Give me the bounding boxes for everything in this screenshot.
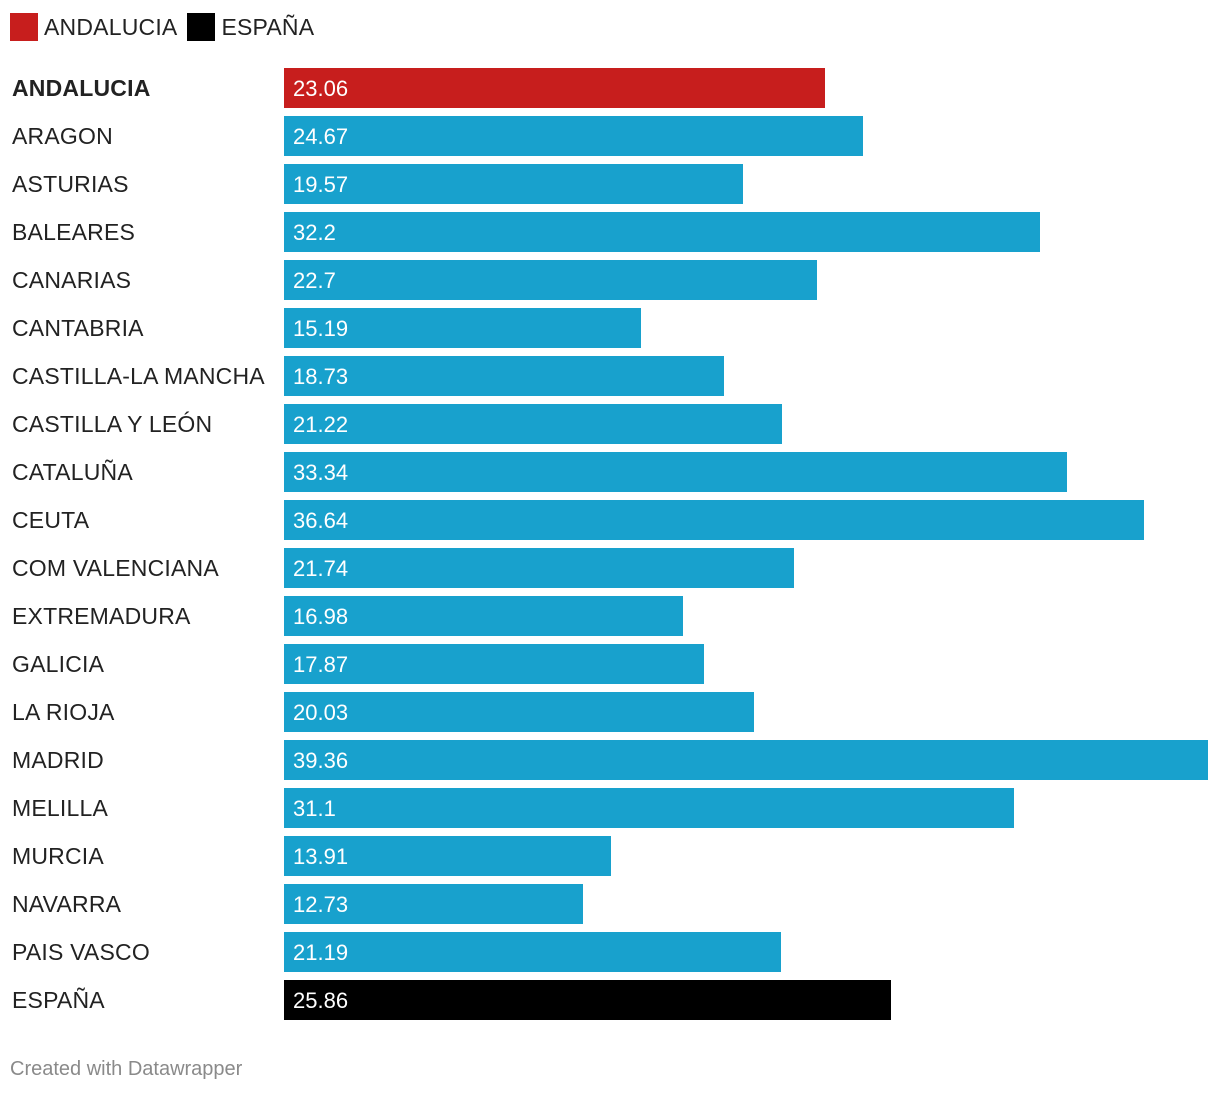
bar-com-valenciana[interactable]: [284, 548, 794, 588]
category-label-baleares: BALEARES: [12, 219, 135, 245]
bar-baleares[interactable]: [284, 212, 1040, 252]
category-label-aragon: ARAGON: [12, 123, 113, 149]
bar-cataluna[interactable]: [284, 452, 1067, 492]
category-label-cataluna: CATALUÑA: [12, 459, 133, 485]
bar-chart: ANDALUCIA 23.06 ARAGON 24.67 ASTURIAS 19.57 BA…: [12, 68, 1208, 1020]
bar-canarias[interactable]: [284, 260, 817, 300]
bar-murcia[interactable]: [284, 836, 611, 876]
category-label-madrid: MADRID: [12, 747, 104, 773]
legend-label-andalucia: ANDALUCIA: [44, 13, 178, 40]
bar-castilla-la-mancha[interactable]: [284, 356, 724, 396]
value-label-com-valenciana: 21.74: [293, 556, 348, 581]
bar-cantabria[interactable]: [284, 308, 641, 348]
value-label-la-rioja: 20.03: [293, 700, 348, 725]
bar-asturias[interactable]: [284, 164, 743, 204]
value-label-cantabria: 15.19: [293, 316, 348, 341]
value-label-navarra: 12.73: [293, 892, 348, 917]
legend-swatch-andalucia: [10, 13, 38, 41]
category-label-pais-vasco: PAIS VASCO: [12, 939, 150, 965]
category-label-melilla: MELILLA: [12, 795, 108, 821]
bar-andalucia[interactable]: [284, 68, 825, 108]
bar-ceuta[interactable]: [284, 500, 1144, 540]
legend-label-espana: ESPAÑA: [221, 13, 315, 40]
legend-item-espana: ESPAÑA: [187, 13, 314, 41]
bar-galicia[interactable]: [284, 644, 704, 684]
category-label-extremadura: EXTREMADURA: [12, 603, 191, 629]
bar-navarra[interactable]: [284, 884, 583, 924]
value-label-andalucia: 23.06: [293, 76, 348, 101]
value-label-asturias: 19.57: [293, 172, 348, 197]
bar-espana[interactable]: [284, 980, 891, 1020]
category-label-navarra: NAVARRA: [12, 891, 122, 917]
value-label-madrid: 39.36: [293, 748, 348, 773]
value-label-baleares: 32.2: [293, 220, 336, 245]
bar-madrid[interactable]: [284, 740, 1208, 780]
category-label-ceuta: CEUTA: [12, 507, 90, 533]
bar-la-rioja[interactable]: [284, 692, 754, 732]
value-label-aragon: 24.67: [293, 124, 348, 149]
value-label-espana: 25.86: [293, 988, 348, 1013]
category-label-andalucia: ANDALUCIA: [12, 75, 151, 101]
category-label-canarias: CANARIAS: [12, 267, 131, 293]
legend: ANDALUCIA ESPAÑA: [10, 12, 324, 42]
category-label-castilla-la-mancha: CASTILLA-LA MANCHA: [12, 363, 265, 389]
value-label-melilla: 31.1: [293, 796, 336, 821]
bar-extremadura[interactable]: [284, 596, 683, 636]
category-label-cantabria: CANTABRIA: [12, 315, 144, 341]
category-label-espana: ESPAÑA: [12, 987, 105, 1013]
bar-pais-vasco[interactable]: [284, 932, 781, 972]
value-label-ceuta: 36.64: [293, 508, 348, 533]
category-label-com-valenciana: COM VALENCIANA: [12, 555, 219, 581]
value-label-galicia: 17.87: [293, 652, 348, 677]
datawrapper-credit[interactable]: Created with Datawrapper: [10, 1058, 243, 1080]
legend-item-andalucia: ANDALUCIA: [10, 13, 177, 41]
legend-swatch-espana: [187, 13, 216, 41]
bar-aragon[interactable]: [284, 116, 863, 156]
value-label-castilla-la-mancha: 18.73: [293, 364, 348, 389]
value-label-extremadura: 16.98: [293, 604, 348, 629]
category-label-asturias: ASTURIAS: [12, 171, 129, 197]
bar-castilla-y-leon[interactable]: [284, 404, 782, 444]
category-label-castilla-y-leon: CASTILLA Y LEÓN: [12, 411, 212, 437]
value-label-pais-vasco: 21.19: [293, 940, 348, 965]
value-label-cataluna: 33.34: [293, 460, 348, 485]
value-label-canarias: 22.7: [293, 268, 336, 293]
bar-melilla[interactable]: [284, 788, 1014, 828]
category-label-la-rioja: LA RIOJA: [12, 699, 115, 725]
category-label-murcia: MURCIA: [12, 843, 104, 869]
category-label-galicia: GALICIA: [12, 651, 105, 677]
value-label-murcia: 13.91: [293, 844, 348, 869]
value-label-castilla-y-leon: 21.22: [293, 412, 348, 437]
